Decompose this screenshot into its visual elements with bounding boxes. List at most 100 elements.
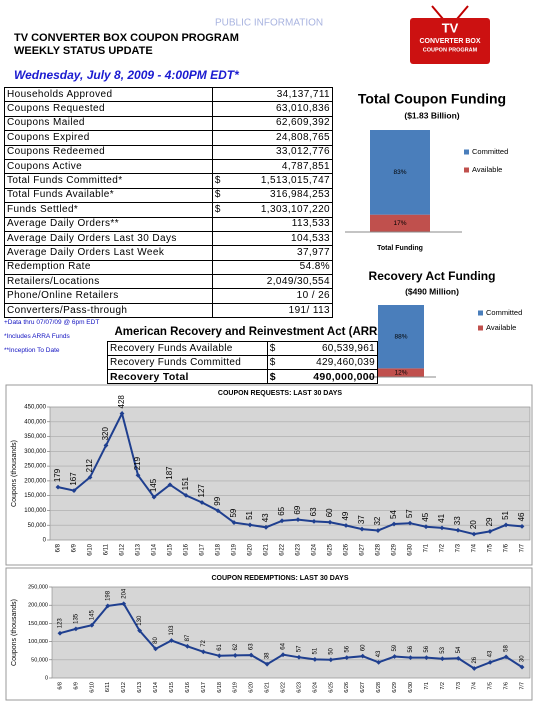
data-point [153,646,158,652]
data-label: 80 [153,637,159,644]
x-tick-label: 6/12 [120,543,126,555]
currency [211,274,245,290]
x-tick-label: 6/19 [232,543,238,555]
currency [211,86,245,103]
currency [211,115,245,132]
data-point [295,517,301,523]
data-label: 57 [297,645,303,652]
data-point [519,524,525,529]
x-tick-label: 7/7 [520,543,526,552]
y-tick-label: 100,000 [24,508,46,514]
data-label: 43 [488,650,494,657]
table-row: Redemption Rate 54.8% [4,259,333,276]
row-label: Coupons Expired [4,130,213,146]
x-tick-label: 6/15 [168,543,174,555]
currency [211,216,245,232]
x-tick-label: 6/28 [376,682,382,693]
row-value: 191/ 113 [244,302,333,319]
table-row: Retailers/Locations 2,049/30,554 [4,274,333,290]
x-tick-label: 6/18 [216,543,222,555]
data-point [327,519,333,525]
data-label: 43 [376,650,382,657]
currency [211,230,245,247]
arra-title: American Recovery and Reinvestment Act (… [114,326,389,338]
x-tick-label: 6/29 [392,682,398,693]
y-tick-label: 300,000 [24,449,46,455]
data-point [280,652,286,658]
table-row: Funds Settled* $1,303,107,220 [4,202,333,218]
data-point [423,524,429,530]
x-tick-label: 6/9 [72,543,78,552]
data-point [183,492,189,498]
data-point [344,655,350,661]
data-label: 187 [165,466,174,480]
table-row: Coupons Redeemed 33,012,776 [4,144,333,160]
data-label: 320 [101,427,110,441]
x-tick-label: 6/20 [249,682,255,693]
data-label: 56 [344,645,350,652]
x-tick-label: 6/10 [88,543,94,555]
data-point [375,528,381,533]
y-tick-label: 0 [43,538,47,544]
data-label: 49 [341,511,350,520]
y-tick-label: 100,000 [28,639,48,645]
data-label: 57 [405,509,414,518]
x-tick-label: 7/5 [488,682,494,690]
row-value: 54.8% [244,259,333,276]
y-axis-title: Coupons (thousands) [11,440,18,507]
data-point [312,657,318,662]
data-line [59,602,523,670]
data-label: 63 [309,507,318,516]
data-point [439,525,445,531]
data-label: 59 [392,644,398,651]
data-label: 30 [520,655,526,662]
data-label: 43 [261,513,270,522]
x-tick-label: 6/8 [57,682,63,690]
currency [211,245,245,261]
legend-swatch [464,149,469,155]
row-value: 316,984,253 [244,187,333,204]
data-label: 428 [117,395,126,409]
data-point [487,659,493,665]
row-label: Funds Settled* [4,202,213,218]
data-label: 63 [249,643,255,650]
x-tick-label: 6/10 [89,682,95,693]
data-label: 69 [293,505,302,514]
row-value: 62,609,392 [244,115,333,132]
data-label: 62 [233,643,239,650]
data-label: 145 [149,478,158,492]
x-tick-label: 6/11 [105,682,111,692]
y-tick-label: 200,000 [24,478,46,484]
data-label: 72 [201,639,207,646]
x-tick-label: 6/29 [392,543,398,555]
data-label: 29 [485,517,494,526]
y-tick-label: 0 [45,675,48,681]
data-label: 60 [325,508,334,517]
row-label: Retailers/Locations [4,274,213,290]
row-value: 1,303,107,220 [244,202,333,218]
data-point [55,484,61,490]
logo: TV CONVERTER BOX COUPON PROGRAM [410,5,490,64]
data-label: 60 [360,644,366,651]
x-tick-label: 6/13 [136,543,142,555]
legend-swatch [464,167,469,173]
x-tick-label: 6/24 [312,682,318,693]
table-row: Coupons Mailed 62,609,392 [4,115,333,132]
x-tick-label: 7/4 [472,682,478,690]
x-tick-label: 6/16 [184,543,190,555]
row-label: Average Daily Orders** [4,216,213,232]
y-tick-label: 50,000 [31,657,48,663]
data-point [185,643,190,649]
x-tick-label: 7/3 [456,682,462,690]
data-point [359,526,365,532]
data-label: 51 [312,647,318,654]
data-line [57,410,523,536]
data-label: 179 [53,468,62,482]
data-label: 20 [469,520,478,529]
x-tick-label: 6/27 [360,543,366,555]
data-point [248,652,254,658]
data-point [471,531,477,537]
doc-subtitle: WEEKLY STATUS UPDATE [14,45,153,57]
row-value: 34,137,711 [244,86,333,103]
data-label: 45 [421,512,430,521]
